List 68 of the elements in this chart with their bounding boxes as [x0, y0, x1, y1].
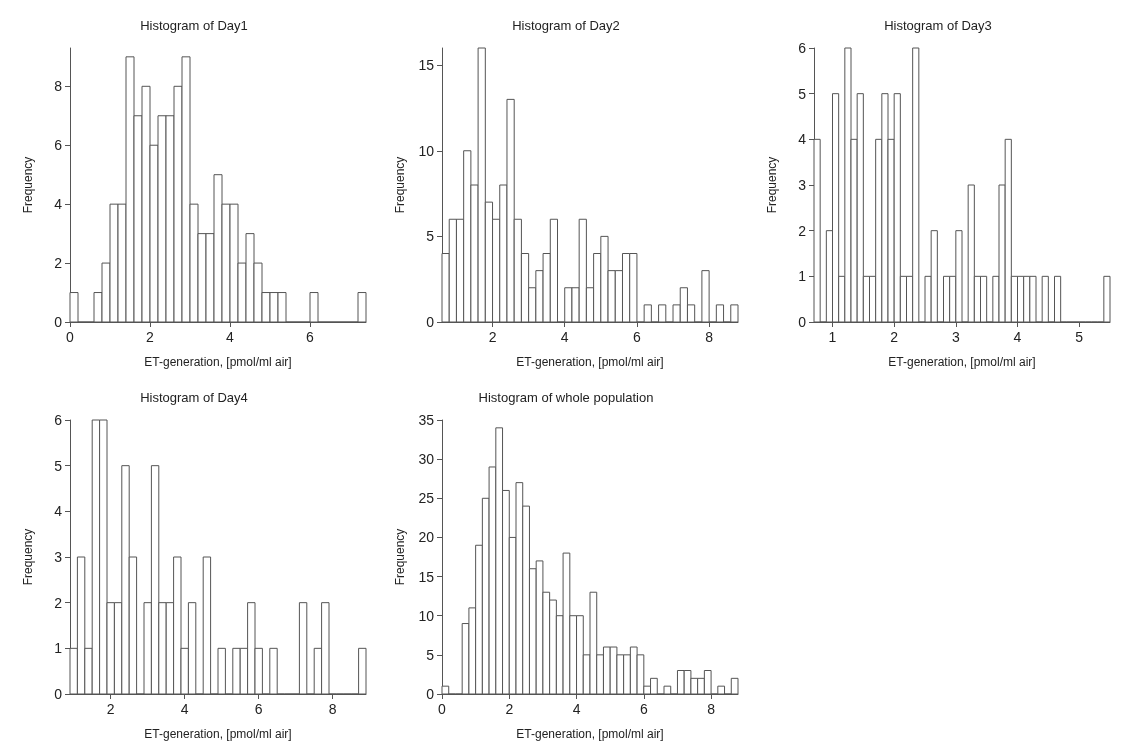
x-tick-label: 6 [254, 701, 263, 717]
x-tick-label: 3 [951, 329, 960, 345]
x-tick-label: 6 [633, 329, 642, 345]
y-tick-label: 25 [418, 490, 435, 507]
y-tick-label: 0 [54, 314, 63, 330]
y-tick-label: 0 [426, 314, 435, 330]
x-tick-label: 4 [560, 329, 569, 345]
y-tick-label: 4 [798, 131, 807, 148]
y-tick-label: 5 [798, 85, 807, 102]
x-tick-label: 5 [1075, 329, 1084, 345]
x-tick-label: 0 [66, 329, 75, 345]
y-tick-label: 1 [54, 640, 63, 657]
x-tick-label: 4 [226, 329, 235, 345]
y-tick-label: 2 [54, 255, 63, 272]
y-tick-label: 6 [54, 412, 63, 428]
x-tick-label: 6 [306, 329, 315, 345]
x-axis-title: ET-generation, [pmol/ml air] [144, 727, 292, 741]
x-tick-label: 1 [828, 329, 837, 345]
y-axis-title: Frequency [765, 156, 779, 214]
y-tick-label: 20 [418, 529, 435, 546]
y-axis-title: Frequency [21, 528, 35, 586]
y-tick-label: 5 [426, 228, 435, 245]
chart-title: Histogram of Day4 [140, 390, 248, 405]
y-tick-label: 35 [418, 412, 435, 428]
x-axis-title: ET-generation, [pmol/ml air] [888, 355, 1036, 369]
x-tick-label: 8 [705, 329, 714, 345]
x-axis-title: ET-generation, [pmol/ml air] [516, 355, 664, 369]
y-tick-label: 3 [54, 549, 63, 565]
x-tick-label: 2 [106, 701, 115, 717]
x-tick-label: 4 [1013, 329, 1022, 345]
chart-title: Histogram of whole population [478, 390, 654, 405]
y-tick-label: 8 [54, 78, 63, 95]
y-tick-label: 0 [798, 314, 807, 330]
y-tick-label: 0 [426, 686, 435, 702]
x-tick-label: 8 [707, 701, 716, 717]
x-tick-label: 2 [488, 329, 497, 345]
y-tick-label: 6 [54, 137, 63, 154]
y-tick-label: 0 [54, 686, 63, 702]
y-tick-label: 5 [426, 646, 435, 663]
x-tick-label: 4 [572, 701, 581, 717]
y-axis-title: Frequency [21, 156, 35, 214]
x-tick-label: 2 [890, 329, 899, 345]
chart-title: Histogram of Day1 [140, 18, 248, 33]
y-tick-label: 2 [54, 594, 63, 611]
y-tick-label: 5 [54, 457, 63, 474]
x-tick-label: 2 [146, 329, 155, 345]
x-axis-title: ET-generation, [pmol/ml air] [516, 727, 664, 741]
chart-title: Histogram of Day3 [884, 18, 992, 33]
y-tick-label: 10 [418, 142, 435, 159]
y-tick-label: 3 [798, 177, 807, 193]
y-axis-title: Frequency [393, 156, 407, 214]
x-tick-label: 8 [328, 701, 337, 717]
y-tick-label: 15 [418, 568, 435, 585]
y-tick-label: 2 [798, 222, 807, 239]
y-tick-label: 10 [418, 607, 435, 624]
y-tick-label: 30 [418, 451, 435, 468]
x-tick-label: 0 [438, 701, 447, 717]
y-tick-label: 15 [418, 57, 435, 74]
chart-title: Histogram of Day2 [512, 18, 620, 33]
x-axis-title: ET-generation, [pmol/ml air] [144, 355, 292, 369]
y-axis-title: Frequency [393, 528, 407, 586]
x-tick-label: 6 [639, 701, 648, 717]
y-tick-label: 4 [54, 503, 63, 520]
y-tick-label: 4 [54, 196, 63, 213]
x-tick-label: 4 [180, 701, 189, 717]
x-tick-label: 2 [505, 701, 514, 717]
y-tick-label: 6 [798, 40, 807, 56]
y-tick-label: 1 [798, 268, 807, 285]
